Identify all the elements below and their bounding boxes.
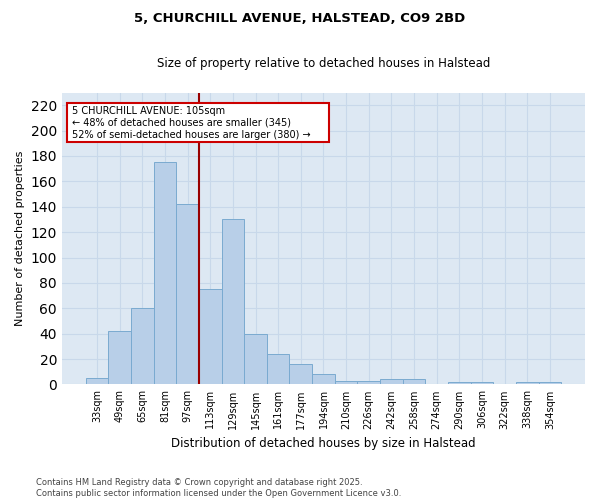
Bar [448,382,470,384]
Title: Size of property relative to detached houses in Halstead: Size of property relative to detached ho… [157,58,490,70]
Bar [199,289,221,384]
Text: 5, CHURCHILL AVENUE, HALSTEAD, CO9 2BD: 5, CHURCHILL AVENUE, HALSTEAD, CO9 2BD [134,12,466,26]
Bar [176,204,199,384]
Bar [131,308,154,384]
Bar [109,331,131,384]
Text: 5 CHURCHILL AVENUE: 105sqm: 5 CHURCHILL AVENUE: 105sqm [73,106,226,116]
Bar [335,380,358,384]
Bar [267,354,289,384]
Bar [86,378,109,384]
Bar [380,380,403,384]
Bar [289,364,312,384]
Bar [221,220,244,384]
Text: Contains HM Land Registry data © Crown copyright and database right 2025.
Contai: Contains HM Land Registry data © Crown c… [36,478,401,498]
Bar [470,382,493,384]
X-axis label: Distribution of detached houses by size in Halstead: Distribution of detached houses by size … [171,437,476,450]
Bar [312,374,335,384]
Bar [403,380,425,384]
Bar [154,162,176,384]
Bar [539,382,561,384]
Y-axis label: Number of detached properties: Number of detached properties [15,151,25,326]
Bar [358,380,380,384]
Text: 52% of semi-detached houses are larger (380) →: 52% of semi-detached houses are larger (… [73,130,311,140]
Bar [516,382,539,384]
Text: ← 48% of detached houses are smaller (345): ← 48% of detached houses are smaller (34… [73,118,292,128]
Bar [244,334,267,384]
FancyBboxPatch shape [67,102,329,142]
